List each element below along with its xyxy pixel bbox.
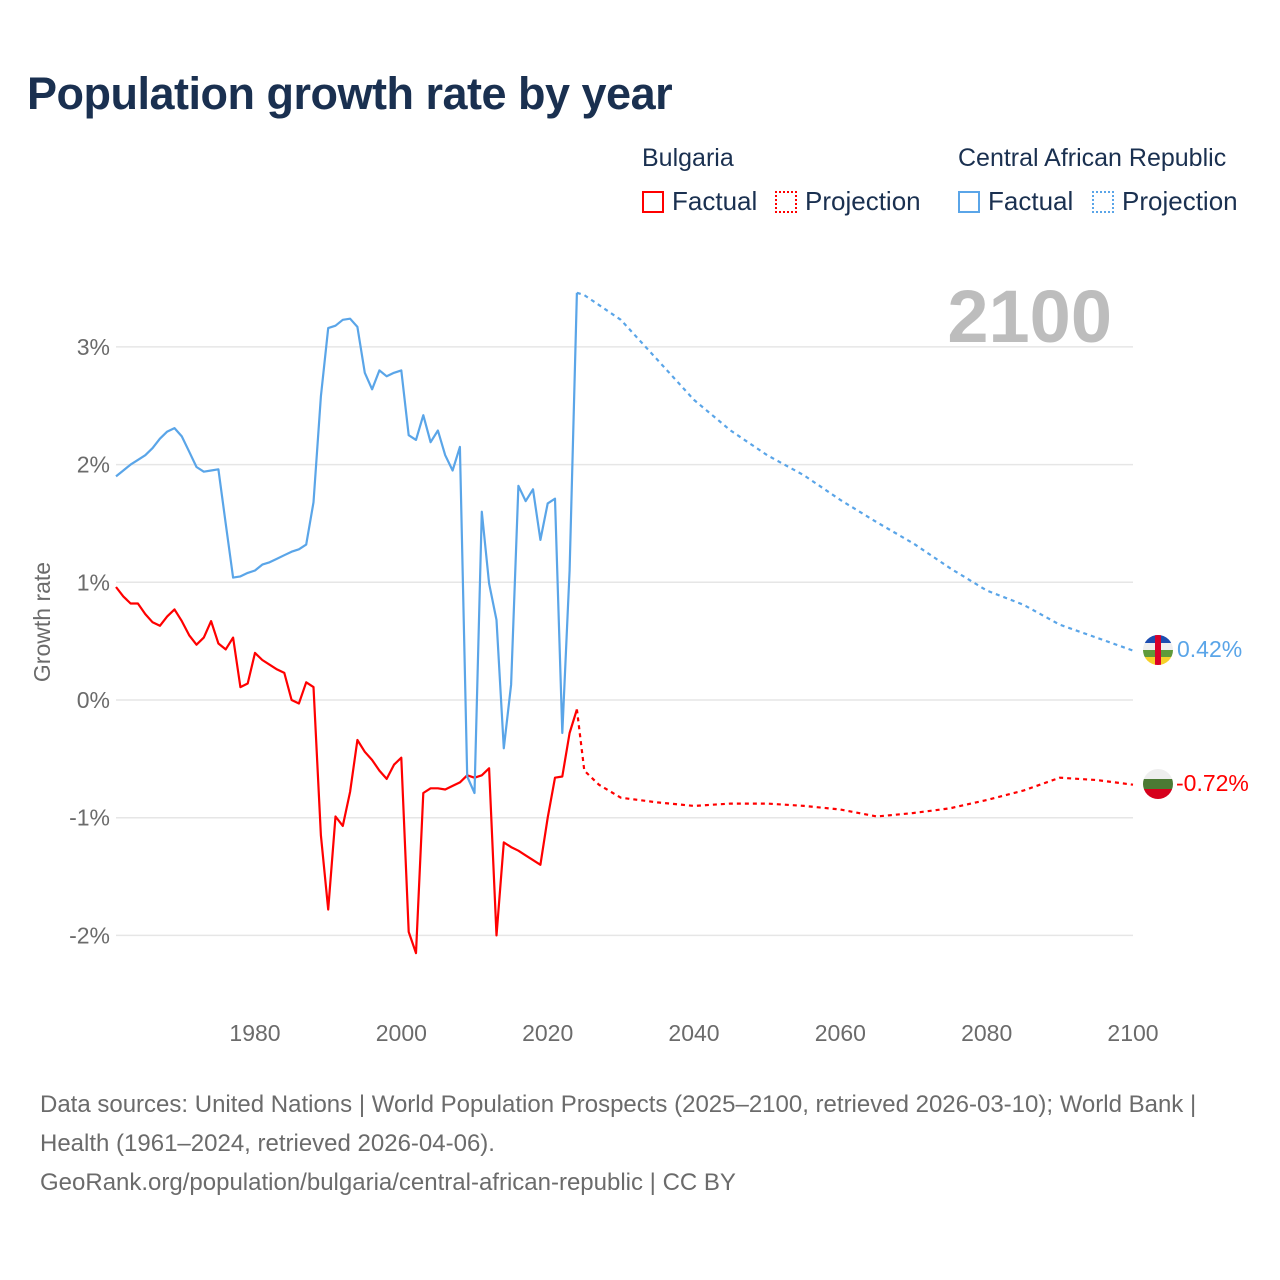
legend-bulgaria-factual[interactable]: Factual	[642, 186, 757, 217]
y-tick-label: 0%	[77, 687, 110, 713]
x-tick-label: 2040	[668, 1020, 719, 1046]
legend-swatch-solid-red	[642, 190, 664, 213]
x-tick-label: 2080	[961, 1020, 1012, 1046]
year-indicator: 2100	[947, 275, 1112, 358]
chart-title: Population growth rate by year	[27, 68, 673, 119]
legend-swatch-dotted-blue	[1092, 190, 1114, 213]
legend-label: Projection	[1122, 186, 1238, 216]
x-tick-label: 2060	[815, 1020, 866, 1046]
y-tick-label: 3%	[77, 334, 110, 360]
series-line-central-african-republic-factual	[115, 292, 578, 795]
end-label-bulgaria: -0.72%	[1176, 770, 1249, 796]
x-tick-label: 2100	[1107, 1020, 1158, 1046]
series-line-bulgaria-projection	[575, 709, 1134, 818]
legend-car-projection[interactable]: Projection	[1092, 186, 1238, 217]
y-axis-label: Growth rate	[29, 562, 55, 682]
legend-label: Projection	[805, 186, 921, 216]
series-line-central-african-republic-projection	[576, 291, 1134, 652]
x-tick-label: 2000	[376, 1020, 427, 1046]
legend-swatch-dotted-red	[775, 190, 797, 213]
source-link[interactable]: GeoRank.org/population/bulgaria/central-…	[40, 1169, 736, 1196]
legend-heading-car: Central African Republic	[958, 144, 1227, 172]
legend-swatch-solid-blue	[958, 190, 980, 213]
y-tick-label: 2%	[77, 452, 110, 478]
end-label-car: 0.42%	[1177, 636, 1242, 662]
series-line-bulgaria-factual	[115, 586, 578, 955]
legend-heading-bulgaria: Bulgaria	[642, 144, 734, 172]
y-tick-label: 1%	[77, 569, 110, 595]
flag-car-icon	[1143, 635, 1173, 665]
legend-car-factual[interactable]: Factual	[958, 186, 1073, 217]
y-tick-label: -1%	[69, 805, 110, 831]
x-tick-label: 1980	[229, 1020, 280, 1046]
x-tick-label: 2020	[522, 1020, 573, 1046]
flag-bulgaria-icon	[1143, 769, 1173, 799]
y-tick-label: -2%	[69, 922, 110, 948]
data-sources: Data sources: United Nations | World Pop…	[40, 1091, 1197, 1157]
legend-bulgaria-projection[interactable]: Projection	[775, 186, 921, 217]
legend-label: Factual	[672, 186, 758, 216]
legend-label: Factual	[988, 186, 1074, 216]
